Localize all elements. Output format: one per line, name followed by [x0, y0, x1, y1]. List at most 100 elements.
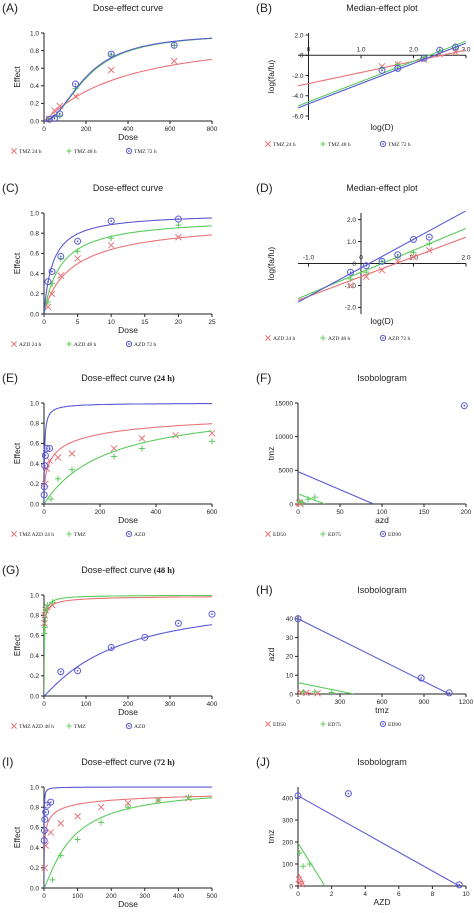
- fit-curve: [44, 403, 212, 504]
- chart-title-suffix: (24 h): [152, 373, 175, 383]
- x-tick-label: 0: [307, 46, 311, 53]
- chart-title-main: Dose-effect curve: [93, 183, 163, 193]
- data-point: [68, 450, 76, 457]
- y-tick-label: 10000: [275, 434, 293, 441]
- x-tick-label: 2.0: [461, 255, 470, 262]
- chart-title-main: Median-effect plot: [346, 3, 418, 13]
- data-point: [55, 475, 61, 482]
- y-tick-label: 200: [282, 839, 293, 846]
- legend-marker-dot: [128, 150, 130, 152]
- chart-title: Isobologram: [357, 373, 407, 383]
- x-tick-label: 600: [207, 509, 218, 516]
- x-tick-label: 5: [76, 319, 80, 326]
- series-red: [298, 236, 466, 301]
- legend-label: TMZ 72 h: [134, 149, 157, 155]
- chart-title-main: Isobologram: [357, 757, 407, 767]
- data-point-ring: [455, 881, 463, 889]
- data-point-dot: [44, 454, 47, 457]
- y-tick-label: 0: [300, 53, 304, 60]
- data-point: [107, 66, 115, 74]
- points-blue: [347, 233, 433, 276]
- data-point: [425, 246, 433, 254]
- x-tick-label: 200: [123, 701, 134, 708]
- data-point-dot: [463, 404, 466, 407]
- y-tick-label: 0: [289, 691, 293, 698]
- points-red: [41, 794, 192, 872]
- data-point-dot: [43, 494, 46, 496]
- data-point-ring: [362, 262, 370, 270]
- x-tick-label: 10: [462, 891, 470, 898]
- data-point-dot: [49, 801, 52, 804]
- y-tick-label: 0.4: [30, 653, 39, 660]
- x-tick-label: 0: [42, 126, 46, 133]
- legend-marker: [265, 335, 271, 341]
- data-point-dot: [59, 670, 62, 673]
- data-point-dot: [177, 622, 180, 625]
- legend-marker: [265, 721, 271, 727]
- data-point-ring: [51, 114, 58, 122]
- legend-marker-ring: [379, 334, 387, 342]
- data-point-dot: [76, 669, 79, 672]
- data-point: [56, 110, 64, 118]
- legend-marker-ring: [379, 720, 387, 728]
- data-point: [394, 61, 401, 68]
- fit-line: [298, 211, 466, 303]
- y-axis-title: tmz: [266, 830, 276, 844]
- data-point: [174, 215, 182, 223]
- y-tick-label: 2.0: [347, 217, 356, 224]
- chart-title-main: Dose-effect curve: [81, 373, 151, 383]
- y-tick-label: -4.0: [292, 93, 304, 100]
- data-point-ring: [394, 64, 402, 72]
- legend-label: TMZ AZD 24 h: [19, 532, 54, 538]
- panel-d: (D) Median-effect plot -1.0 0 1.0 2.0 2.0 1.0 0 -…: [256, 181, 471, 342]
- y-axis-title: Effect: [12, 252, 22, 274]
- legend-marker: [379, 530, 387, 538]
- data-point: [296, 498, 303, 505]
- legend: TMZ 24 h TMZ 48 h TMZ 72 h: [11, 147, 157, 155]
- axes: [43, 213, 212, 315]
- fit-curve: [44, 594, 212, 696]
- series-blue: [298, 211, 466, 303]
- data-point-ring: [45, 115, 53, 123]
- data-point: [174, 619, 182, 627]
- data-point: [155, 797, 162, 804]
- y-tick-label: 0.2: [30, 865, 39, 872]
- axes: [298, 33, 466, 120]
- data-point-ring: [47, 798, 55, 806]
- data-point: [72, 80, 79, 88]
- points-blue: [40, 444, 54, 499]
- x-tick-label: 3.0: [461, 46, 470, 53]
- data-point-dot: [143, 636, 146, 639]
- series-blue: [44, 217, 212, 314]
- x-tick-label: 0: [42, 893, 46, 900]
- chart-title-main: Isobologram: [357, 585, 407, 595]
- y-tick-label: 1.0: [30, 400, 39, 407]
- legend-label: AZD 72 h: [388, 336, 411, 342]
- series-red: [44, 58, 212, 121]
- axes: [43, 595, 212, 697]
- points-red: [44, 233, 182, 311]
- legend: ED50 ED75 ED90: [265, 720, 401, 728]
- data-point: [108, 235, 115, 242]
- axes: [297, 403, 466, 505]
- data-point-ring: [57, 668, 65, 676]
- x-axis-title: azd: [375, 515, 389, 525]
- y-tick-label: 0.8: [30, 805, 39, 812]
- data-point: [175, 222, 182, 229]
- legend-label: ED90: [388, 722, 401, 728]
- points-red: [347, 246, 433, 289]
- x-tick-label: 25: [208, 319, 216, 326]
- panel-i: (I) Dose-effect curve (72 h) 0 100 200 300 400…: [2, 755, 218, 909]
- x-tick-label: 600: [377, 699, 388, 706]
- y-tick-label: 1.0: [30, 30, 39, 37]
- chart-title-main: Median-effect plot: [346, 183, 418, 193]
- y-axis-title: Effect: [12, 66, 22, 88]
- data-point: [42, 808, 50, 816]
- data-point-dot: [173, 44, 176, 47]
- legend-label: TMZ AZD 48 h: [19, 724, 54, 730]
- isobole-line: [298, 842, 326, 886]
- data-point: [46, 444, 54, 452]
- legend-label: TMZ: [74, 724, 86, 730]
- data-point: [209, 438, 215, 445]
- data-point: [452, 43, 459, 51]
